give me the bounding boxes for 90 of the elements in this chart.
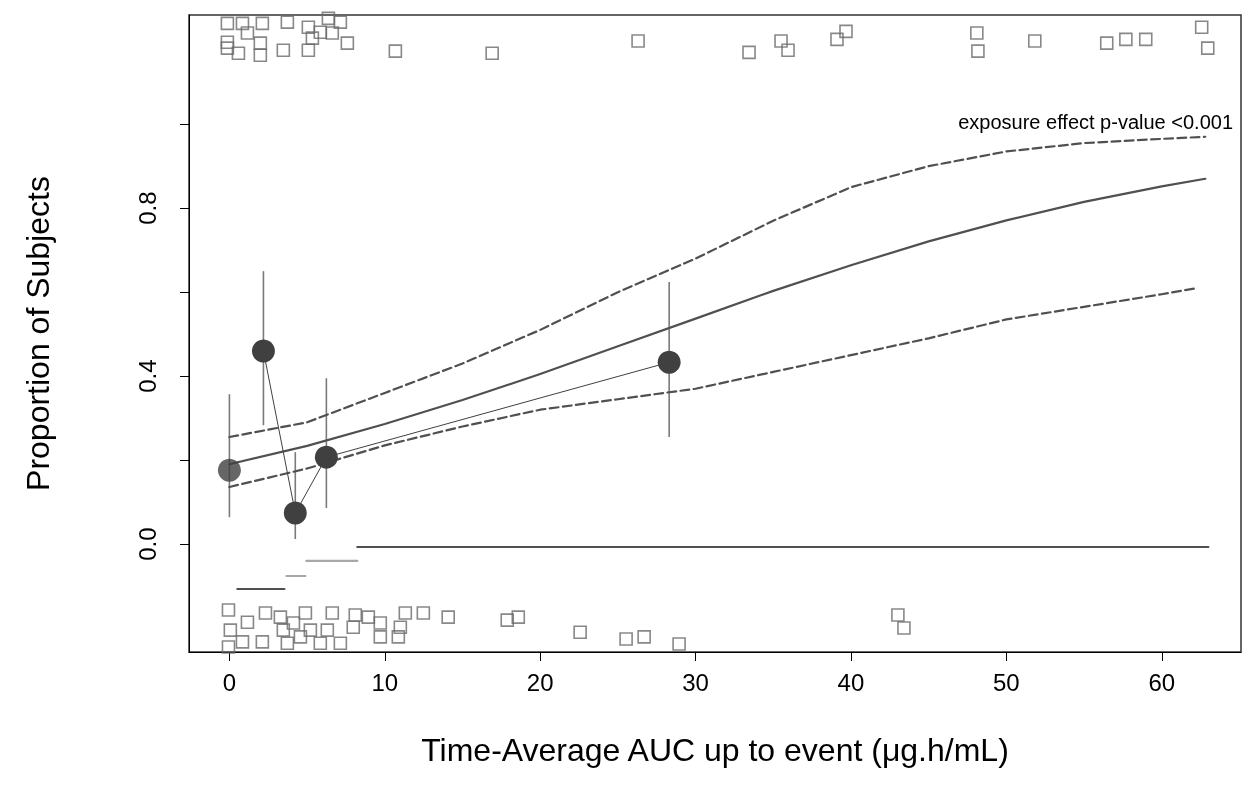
point: [313, 636, 328, 650]
y-tick-label: 0.8: [133, 191, 161, 225]
point: [301, 20, 316, 34]
point: [303, 623, 318, 637]
point: [221, 603, 236, 617]
point: [573, 625, 587, 640]
point: [320, 623, 335, 637]
point: [325, 26, 340, 40]
point: [830, 32, 844, 47]
point: [280, 15, 295, 29]
x-axis-title: Time-Average AUC up to event (μg.h/mL): [421, 732, 1009, 768]
point: [346, 620, 361, 635]
point: [340, 36, 355, 50]
point: [1200, 41, 1215, 55]
annotation: exposure effect p-value <0.001: [958, 111, 1233, 133]
point: [217, 458, 241, 482]
line-series: [228, 135, 1207, 439]
point: [619, 632, 633, 646]
x-tick-label: 60: [1148, 668, 1176, 696]
point: [631, 34, 645, 48]
point: [348, 608, 363, 622]
x-tick-label: 50: [993, 668, 1020, 696]
point: [361, 610, 376, 624]
point: [774, 34, 788, 48]
point: [276, 43, 291, 58]
point: [283, 501, 307, 525]
point: [1138, 32, 1153, 47]
point: [742, 45, 756, 60]
point: [839, 24, 853, 39]
x-tick-label: 40: [837, 668, 865, 696]
point: [313, 25, 328, 40]
point: [897, 621, 911, 635]
point: [373, 630, 388, 644]
point: [220, 16, 235, 31]
x-tick-label: 0: [222, 668, 237, 696]
point: [235, 16, 250, 31]
point: [253, 36, 268, 50]
point: [672, 637, 686, 651]
point: [240, 26, 255, 40]
point: [255, 16, 270, 31]
point: [314, 445, 338, 469]
point: [388, 44, 403, 58]
point: [891, 608, 905, 622]
point: [286, 616, 301, 630]
point: [391, 630, 406, 644]
y-axis-title: Proportion of Subjects: [20, 176, 56, 491]
point: [1099, 36, 1114, 50]
point: [1194, 20, 1209, 34]
point: [1028, 34, 1042, 48]
point: [235, 635, 250, 649]
point: [321, 11, 336, 26]
point: [221, 640, 236, 654]
point: [333, 15, 348, 29]
point: [231, 46, 246, 61]
point: [393, 620, 408, 635]
point: [398, 606, 413, 620]
point: [485, 46, 499, 61]
point: [240, 615, 255, 629]
point: [373, 616, 388, 630]
x-tick-label: 10: [371, 668, 399, 696]
point: [325, 606, 340, 620]
x-tick-label: 30: [682, 668, 709, 696]
point: [220, 35, 235, 50]
point: [970, 26, 984, 40]
point: [255, 635, 270, 649]
y-tick-label: 0.4: [133, 359, 161, 393]
point: [276, 623, 291, 637]
point: [971, 44, 985, 58]
point: [511, 610, 526, 624]
y-tick-label: 0.0: [133, 527, 161, 561]
point: [333, 636, 348, 650]
point: [1119, 32, 1133, 47]
point: [441, 610, 455, 624]
point: [657, 350, 681, 374]
point: [251, 339, 275, 363]
point: [416, 606, 431, 620]
point: [781, 43, 795, 58]
point: [293, 630, 308, 644]
point: [273, 610, 288, 624]
point: [253, 48, 268, 63]
point: [220, 41, 235, 55]
point: [301, 43, 316, 58]
point: [298, 606, 313, 620]
point: [305, 31, 320, 45]
point: [258, 606, 273, 620]
point: [223, 623, 238, 637]
point: [637, 630, 651, 644]
point: [280, 636, 295, 650]
x-tick-label: 20: [526, 668, 554, 696]
point: [500, 613, 515, 627]
